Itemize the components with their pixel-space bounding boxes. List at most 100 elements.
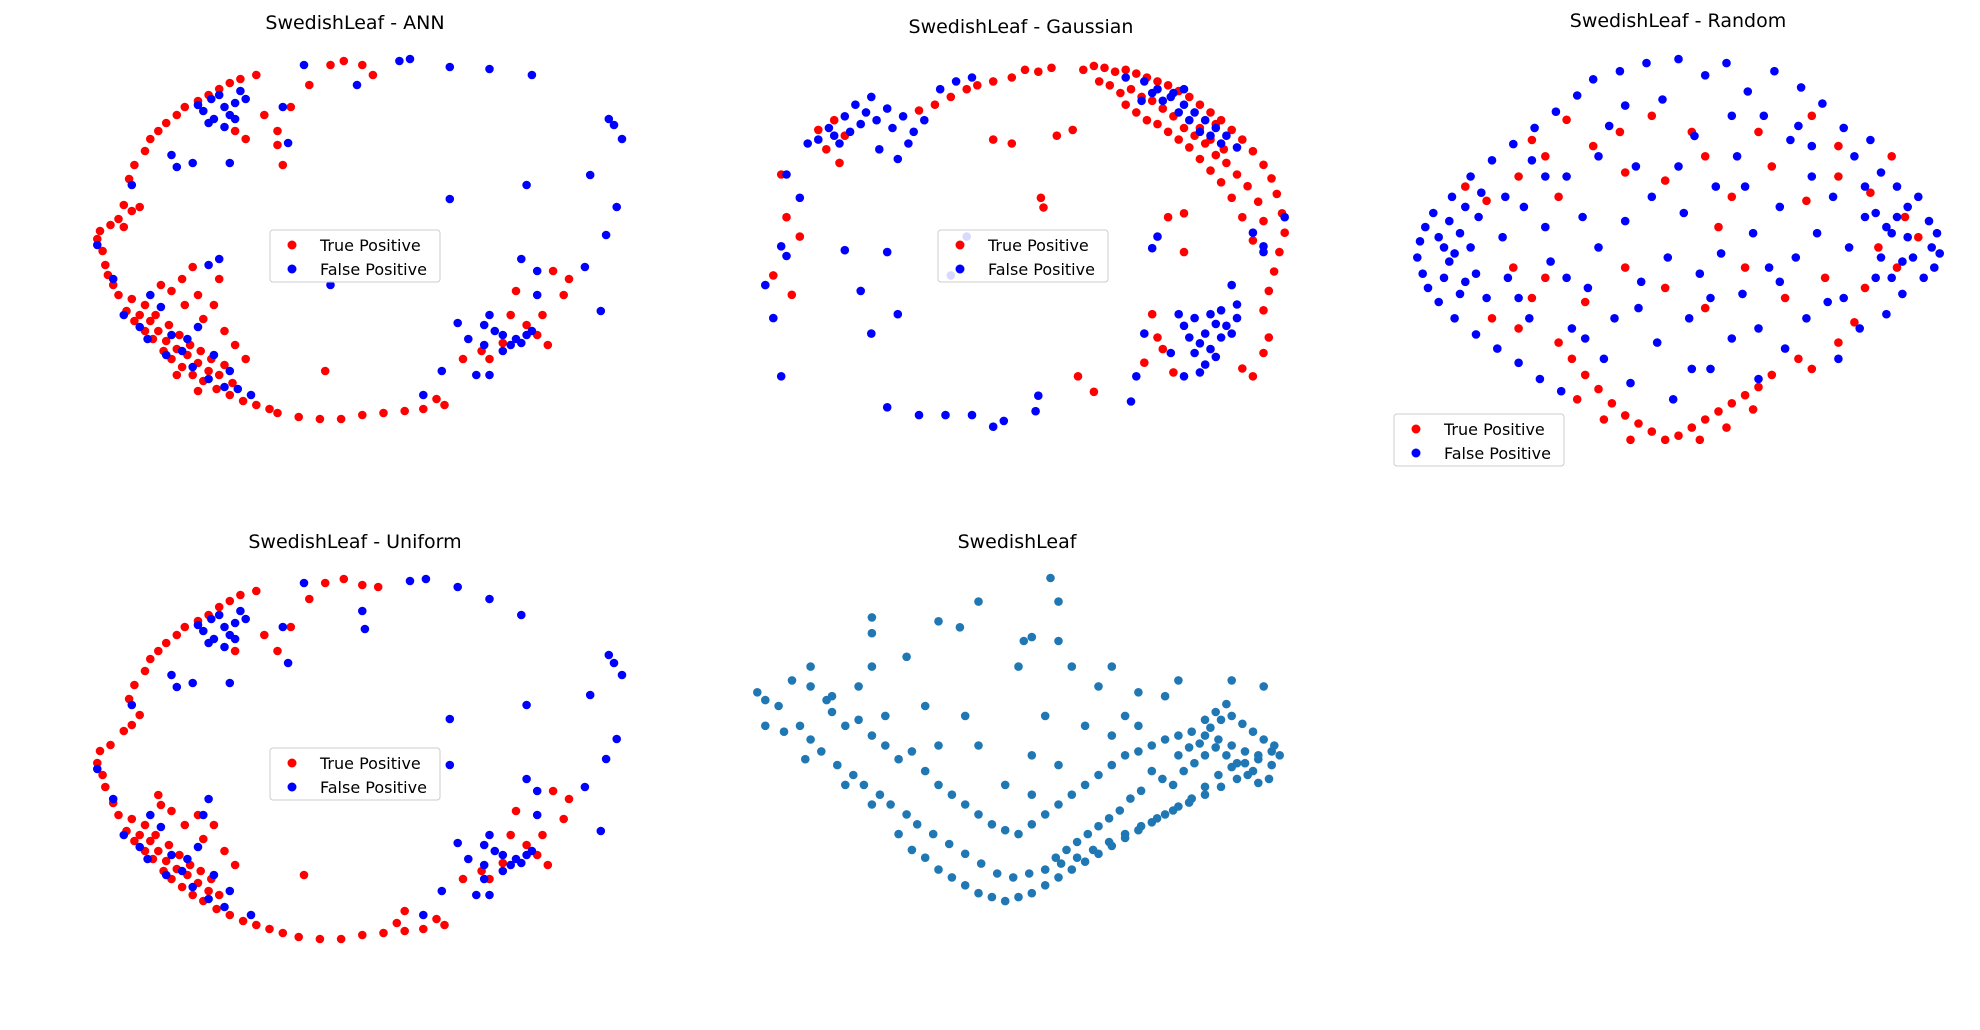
scatter-point-series-0	[1080, 721, 1090, 731]
scatter-point-series-1	[522, 180, 531, 190]
scatter-point-series-1	[1903, 202, 1912, 212]
scatter-point-series-1	[485, 64, 494, 74]
scatter-point-series-0	[1153, 77, 1162, 86]
scatter-point-series-0	[315, 414, 325, 424]
scatter-point-series-1	[1658, 95, 1667, 104]
scatter-point-series-0	[1174, 802, 1183, 811]
scatter-point-series-1	[360, 624, 370, 634]
scatter-point-series-0	[180, 300, 190, 310]
scatter-point-series-1	[352, 80, 362, 90]
scatter-point-series-1	[604, 650, 614, 660]
scatter-point-series-0	[214, 84, 224, 94]
scatter-point-series-1	[1556, 386, 1566, 396]
scatter-point-series-0	[135, 310, 144, 320]
scatter-point-series-1	[1652, 338, 1662, 347]
scatter-point-series-1	[612, 202, 621, 212]
scatter-point-series-0	[976, 859, 986, 868]
scatter-point-series-0	[440, 920, 449, 930]
scatter-point-series-0	[220, 326, 229, 336]
scatter-point-series-0	[1482, 196, 1491, 206]
scatter-point-series-1	[199, 106, 208, 116]
scatter-point-series-0	[238, 396, 248, 406]
scatter-point-series-0	[177, 274, 187, 284]
scatter-point-series-1	[419, 390, 428, 400]
scatter-point-series-1	[1413, 253, 1422, 262]
scatter-point-series-0	[1020, 65, 1030, 75]
scatter-point-series-1	[506, 860, 515, 870]
scatter-point-series-0	[1094, 770, 1103, 780]
legend-marker-true-positive	[955, 240, 965, 250]
scatter-point-series-0	[151, 830, 160, 840]
scatter-point-series-1	[1919, 273, 1928, 283]
scatter-point-series-1	[1461, 277, 1470, 287]
scatter-point-series-0	[95, 746, 105, 756]
scatter-point-series-1	[1871, 208, 1880, 218]
scatter-point-series-0	[974, 810, 983, 819]
scatter-point-series-1	[236, 606, 245, 616]
scatter-point-series-0	[278, 928, 288, 938]
scatter-point-series-0	[127, 294, 137, 304]
scatter-point-series-0	[1179, 209, 1189, 218]
scatter-point-series-0	[1714, 407, 1723, 416]
scatter-point-series-1	[1200, 360, 1210, 369]
scatter-point-series-0	[1027, 751, 1037, 760]
scatter-point-series-0	[273, 408, 282, 418]
scatter-point-series-1	[1794, 121, 1803, 131]
scatter-point-series-1	[1604, 121, 1614, 131]
scatter-point-series-0	[177, 882, 187, 892]
scatter-point-series-0	[1259, 735, 1268, 744]
scatter-point-series-0	[114, 290, 123, 300]
scatter-point-series-1	[1594, 243, 1603, 252]
scatter-points-uniform	[93, 574, 627, 944]
scatter-point-series-1	[1812, 228, 1822, 238]
scatter-point-series-0	[1136, 786, 1146, 796]
scatter-point-series-0	[1134, 825, 1143, 835]
scatter-point-series-0	[806, 735, 815, 744]
scatter-point-series-0	[220, 846, 229, 856]
scatter-point-series-0	[1054, 800, 1063, 809]
scatter-point-series-0	[1740, 390, 1750, 400]
scatter-point-series-1	[278, 102, 288, 112]
scatter-point-series-1	[1248, 228, 1258, 237]
scatter-point-series-1	[1222, 131, 1231, 140]
scatter-point-series-0	[1264, 286, 1274, 296]
scatter-point-series-0	[902, 810, 911, 819]
scatter-point-series-0	[960, 849, 970, 859]
scatter-point-series-0	[177, 362, 187, 372]
scatter-point-series-0	[1116, 88, 1125, 98]
scatter-point-series-0	[1160, 810, 1170, 819]
scatter-point-series-0	[506, 310, 515, 320]
scatter-point-series-1	[580, 782, 590, 792]
scatter-point-series-0	[440, 400, 449, 410]
scatter-point-series-1	[999, 416, 1009, 426]
scatter-point-series-0	[265, 924, 274, 934]
scatter-point-series-1	[172, 682, 182, 692]
scatter-point-series-1	[209, 870, 219, 880]
scatter-point-series-1	[1477, 188, 1486, 197]
scatter-point-series-0	[1036, 193, 1046, 203]
scatter-point-series-1	[1706, 364, 1715, 374]
scatter-point-series-1	[795, 193, 805, 203]
scatter-point-series-1	[437, 886, 447, 896]
scatter-point-series-0	[1238, 364, 1247, 373]
scatter-point-series-1	[1754, 324, 1763, 333]
scatter-point-series-1	[498, 850, 508, 860]
scatter-point-series-1	[1429, 208, 1438, 218]
scatter-point-series-0	[1232, 170, 1242, 179]
scatter-point-series-1	[1634, 303, 1643, 313]
scatter-point-series-0	[130, 680, 139, 690]
scatter-point-series-1	[1423, 283, 1433, 293]
scatter-point-series-1	[1562, 172, 1571, 181]
scatter-point-series-0	[867, 662, 877, 671]
scatter-point-series-1	[580, 262, 590, 272]
scatter-point-series-0	[164, 320, 174, 330]
scatter-point-series-0	[154, 790, 163, 800]
scatter-point-series-1	[1158, 96, 1168, 106]
scatter-point-series-0	[154, 126, 163, 136]
scatter-point-series-0	[140, 300, 150, 310]
scatter-point-series-0	[154, 646, 163, 656]
scatter-point-series-0	[1163, 127, 1173, 137]
panel-gaussian: SwedishLeaf - Gaussian True Positive Fal…	[761, 16, 1289, 432]
chart-title: SwedishLeaf - ANN	[265, 12, 444, 34]
scatter-point-series-1	[1932, 228, 1942, 238]
